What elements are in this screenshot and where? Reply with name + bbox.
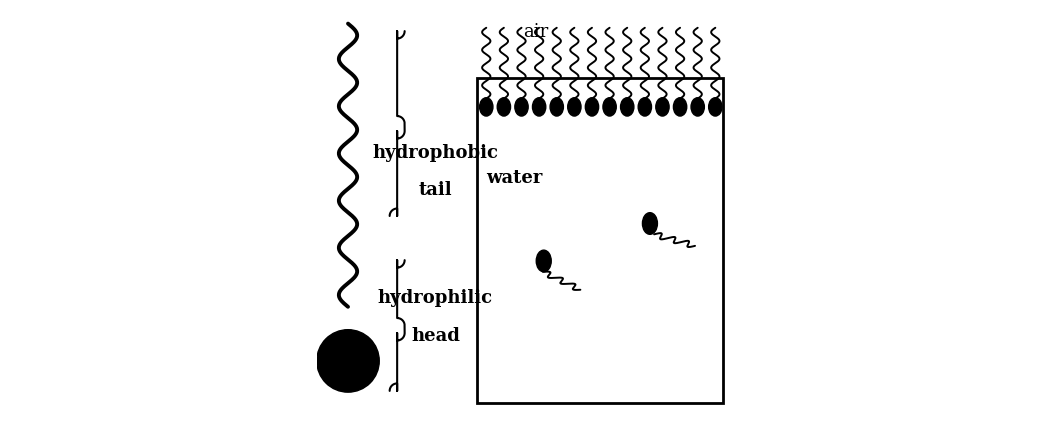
Ellipse shape: [621, 98, 634, 116]
Ellipse shape: [691, 98, 705, 116]
Text: hydrophobic: hydrophobic: [373, 144, 499, 162]
Ellipse shape: [603, 98, 616, 116]
Ellipse shape: [643, 213, 657, 234]
Text: tail: tail: [419, 181, 453, 199]
Ellipse shape: [498, 98, 510, 116]
Text: head: head: [411, 327, 460, 345]
Ellipse shape: [673, 98, 687, 116]
Ellipse shape: [709, 98, 722, 116]
Ellipse shape: [585, 98, 598, 116]
Text: hydrophilic: hydrophilic: [378, 289, 494, 308]
Text: water: water: [486, 169, 543, 187]
Ellipse shape: [537, 250, 551, 272]
Text: air: air: [523, 23, 548, 41]
Ellipse shape: [656, 98, 669, 116]
Circle shape: [317, 330, 379, 392]
Ellipse shape: [480, 98, 492, 116]
Ellipse shape: [550, 98, 564, 116]
Ellipse shape: [514, 98, 528, 116]
Bar: [477, 78, 722, 403]
Ellipse shape: [638, 98, 651, 116]
Ellipse shape: [568, 98, 581, 116]
Ellipse shape: [532, 98, 546, 116]
